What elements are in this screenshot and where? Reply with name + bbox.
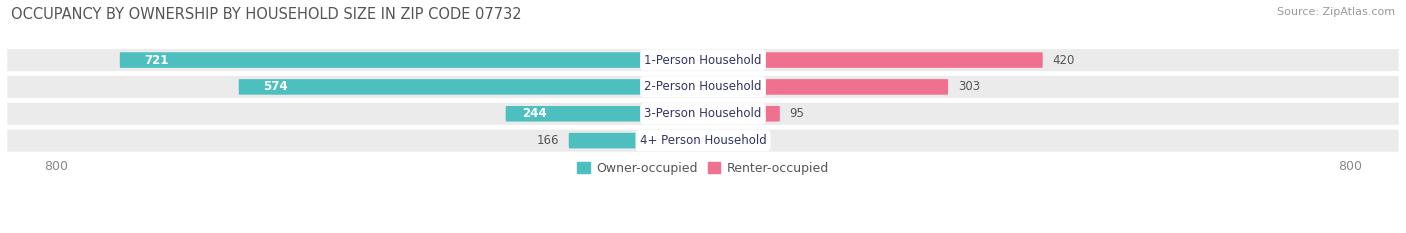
FancyBboxPatch shape (703, 79, 948, 95)
FancyBboxPatch shape (7, 76, 1399, 98)
Text: 721: 721 (143, 54, 169, 67)
Text: 3-Person Household: 3-Person Household (644, 107, 762, 120)
FancyBboxPatch shape (703, 106, 780, 122)
Text: 574: 574 (263, 80, 288, 93)
Legend: Owner-occupied, Renter-occupied: Owner-occupied, Renter-occupied (572, 157, 834, 180)
FancyBboxPatch shape (7, 103, 1399, 125)
Text: 4+ Person Household: 4+ Person Household (640, 134, 766, 147)
FancyBboxPatch shape (703, 52, 1043, 68)
FancyBboxPatch shape (7, 49, 1399, 71)
Text: Source: ZipAtlas.com: Source: ZipAtlas.com (1277, 7, 1395, 17)
Text: 166: 166 (537, 134, 560, 147)
FancyBboxPatch shape (239, 79, 703, 95)
Text: 13: 13 (723, 134, 738, 147)
FancyBboxPatch shape (506, 106, 703, 122)
Text: 420: 420 (1053, 54, 1074, 67)
Text: 1-Person Household: 1-Person Household (644, 54, 762, 67)
Text: OCCUPANCY BY OWNERSHIP BY HOUSEHOLD SIZE IN ZIP CODE 07732: OCCUPANCY BY OWNERSHIP BY HOUSEHOLD SIZE… (11, 7, 522, 22)
Text: 95: 95 (790, 107, 804, 120)
Text: 2-Person Household: 2-Person Household (644, 80, 762, 93)
FancyBboxPatch shape (120, 52, 703, 68)
Text: 244: 244 (522, 107, 547, 120)
FancyBboxPatch shape (568, 133, 703, 148)
Text: 303: 303 (957, 80, 980, 93)
FancyBboxPatch shape (703, 133, 713, 148)
FancyBboxPatch shape (7, 130, 1399, 152)
